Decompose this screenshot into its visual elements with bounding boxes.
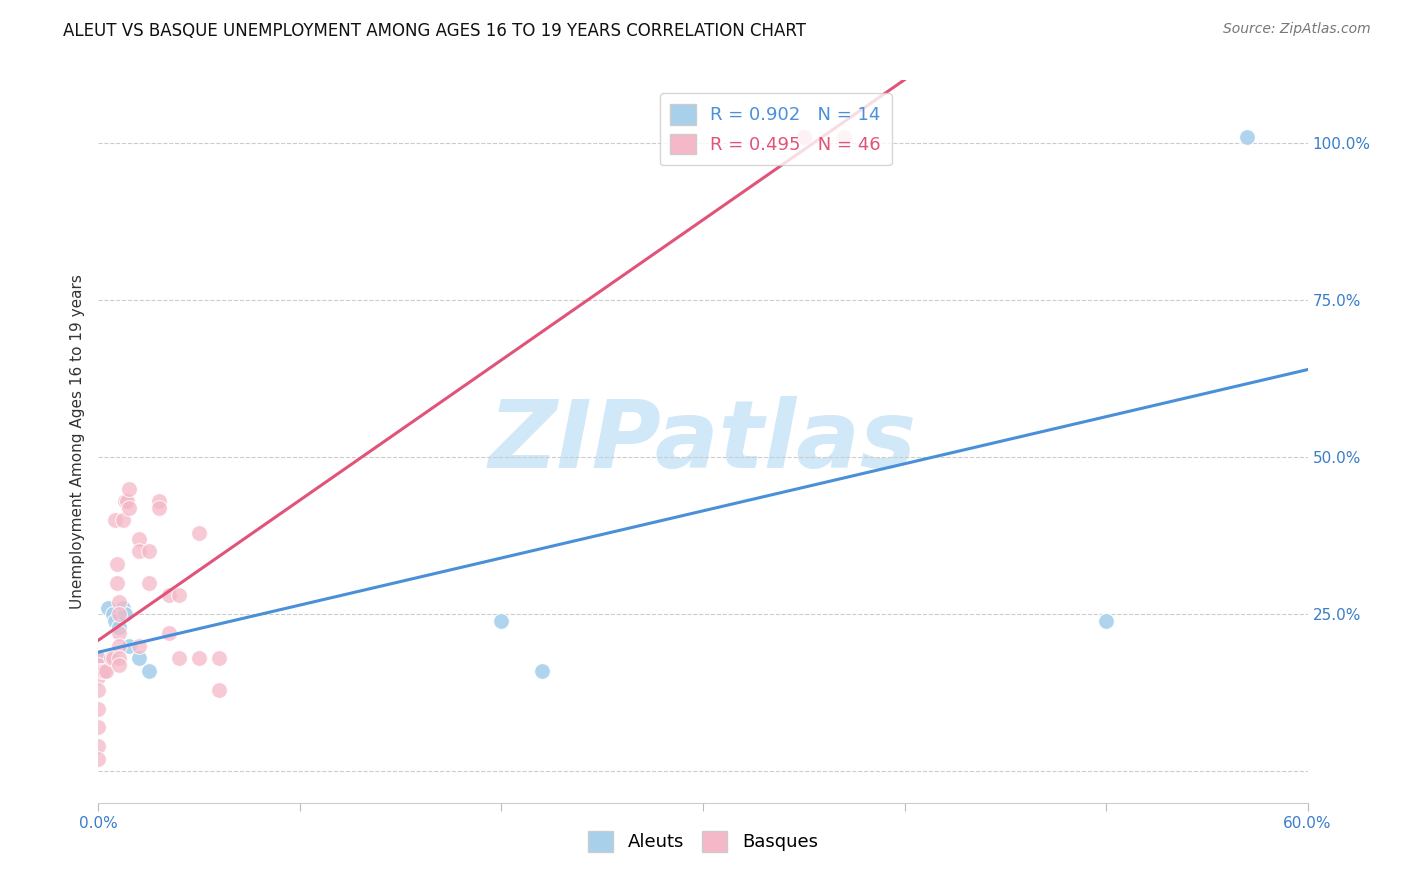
Legend: Aleuts, Basques: Aleuts, Basques (581, 823, 825, 859)
Point (157, 626, 180, 640)
Point (157, 589, 180, 603)
Point (111, 601, 134, 615)
Point (101, 607, 124, 622)
Point (107, 607, 129, 622)
Point (93, 664, 115, 678)
Point (87, 720, 110, 734)
Point (97, 601, 120, 615)
Point (107, 657, 129, 672)
Point (103, 614, 125, 628)
Point (87, 657, 110, 672)
Point (1095, 614, 1118, 628)
Point (491, 614, 513, 628)
Point (128, 544, 150, 558)
Point (118, 639, 141, 653)
Point (87, 651, 110, 665)
Point (87, 651, 110, 665)
Point (832, 129, 855, 144)
Point (105, 575, 128, 590)
Point (87, 739, 110, 754)
Point (138, 544, 160, 558)
Point (87, 670, 110, 684)
Point (107, 639, 129, 653)
Point (208, 682, 231, 697)
Point (188, 651, 211, 665)
Point (167, 589, 190, 603)
Point (115, 494, 138, 508)
Point (188, 525, 211, 540)
Point (107, 620, 129, 634)
Point (114, 607, 136, 622)
Text: Source: ZipAtlas.com: Source: ZipAtlas.com (1223, 22, 1371, 37)
Point (91, 664, 114, 678)
Y-axis label: Unemployment Among Ages 16 to 19 years: Unemployment Among Ages 16 to 19 years (69, 274, 84, 609)
Point (138, 664, 160, 678)
Point (107, 595, 129, 609)
Point (87, 664, 110, 678)
Point (128, 532, 150, 546)
Point (118, 482, 141, 496)
Point (96, 664, 118, 678)
Point (118, 500, 141, 515)
Point (530, 664, 553, 678)
Point (793, 129, 815, 144)
Text: ALEUT VS BASQUE UNEMPLOYMENT AMONG AGES 16 TO 19 YEARS CORRELATION CHART: ALEUT VS BASQUE UNEMPLOYMENT AMONG AGES … (63, 22, 806, 40)
Point (111, 513, 134, 527)
Point (107, 651, 129, 665)
Point (208, 651, 231, 665)
Point (128, 651, 150, 665)
Point (793, 129, 815, 144)
Point (87, 701, 110, 715)
Point (100, 651, 122, 665)
Point (148, 494, 170, 508)
Point (107, 626, 129, 640)
Text: ZIPatlas: ZIPatlas (489, 395, 917, 488)
Point (87, 752, 110, 766)
Point (105, 557, 128, 571)
Point (148, 500, 170, 515)
Point (167, 651, 190, 665)
Point (101, 651, 124, 665)
Point (128, 639, 150, 653)
Point (138, 575, 160, 590)
Point (1236, 129, 1258, 144)
Point (114, 494, 136, 508)
Point (103, 513, 125, 527)
Point (87, 682, 110, 697)
